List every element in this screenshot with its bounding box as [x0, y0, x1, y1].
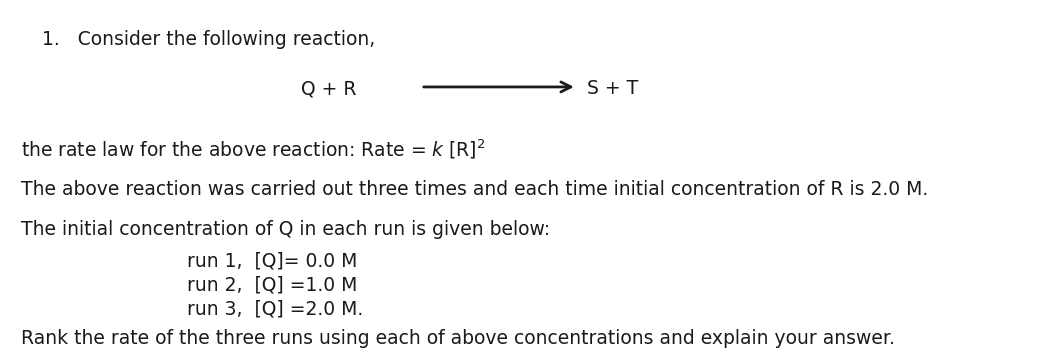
Text: run 1,  [Q]= 0.0 M: run 1, [Q]= 0.0 M	[188, 251, 357, 271]
Text: S + T: S + T	[587, 79, 638, 99]
Text: Rank the rate of the three runs using each of above concentrations and explain y: Rank the rate of the three runs using ea…	[21, 329, 895, 348]
Text: Q + R: Q + R	[301, 79, 357, 99]
Text: 1.   Consider the following reaction,: 1. Consider the following reaction,	[41, 30, 375, 49]
Text: run 2,  [Q] =1.0 M: run 2, [Q] =1.0 M	[188, 275, 357, 294]
Text: The initial concentration of Q in each run is given below:: The initial concentration of Q in each r…	[21, 220, 550, 239]
Text: the rate law for the above reaction: Rate = $k$ [R]$^2$: the rate law for the above reaction: Rat…	[21, 138, 485, 161]
Text: run 3,  [Q] =2.0 M.: run 3, [Q] =2.0 M.	[188, 299, 364, 318]
Text: The above reaction was carried out three times and each time initial concentrati: The above reaction was carried out three…	[21, 180, 929, 199]
